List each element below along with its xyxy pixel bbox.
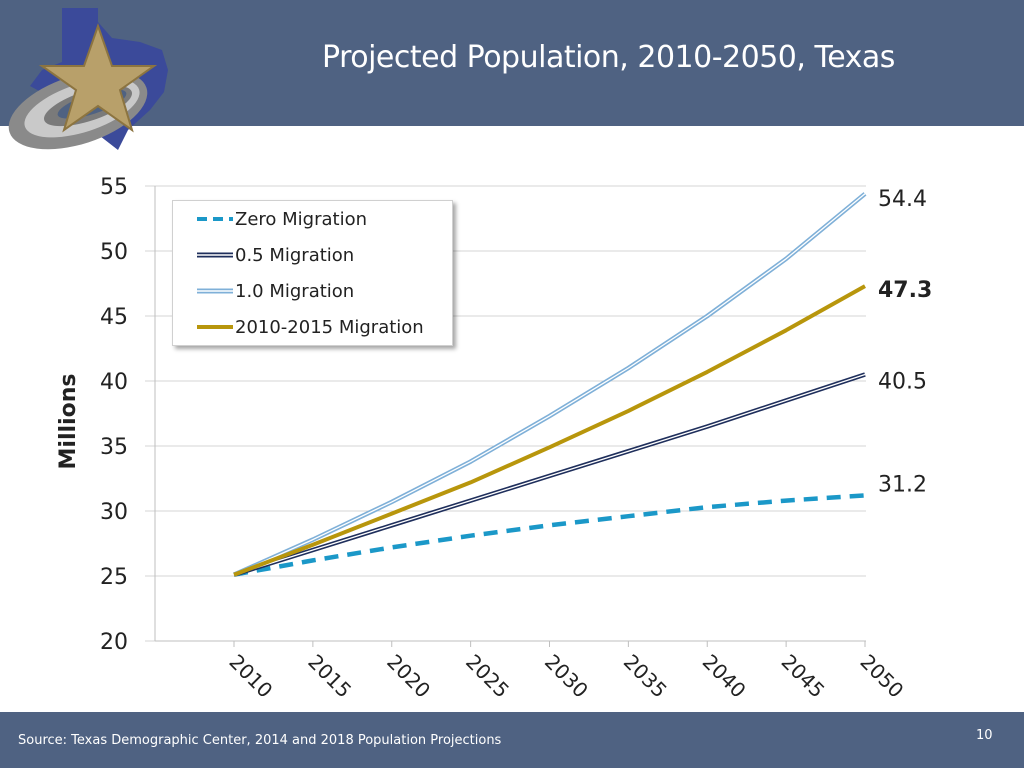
series-line-2010-2015-migration bbox=[233, 284, 866, 577]
x-tick-label: 2020 bbox=[382, 650, 435, 703]
y-tick-label: 40 bbox=[100, 370, 128, 395]
series-line-0-5-migration-inner bbox=[233, 373, 866, 576]
y-tick-label: 45 bbox=[100, 305, 128, 330]
legend-swatch-one bbox=[197, 288, 233, 294]
legend-label-zero: Zero Migration bbox=[235, 208, 368, 230]
x-tick-label: 2045 bbox=[777, 650, 830, 703]
legend-item-zero-migration: Zero Migration bbox=[195, 207, 367, 231]
chart-legend: Zero Migration 0.5 Migration 1.0 Migrati… bbox=[172, 200, 453, 346]
legend-label-one: 1.0 Migration bbox=[235, 280, 355, 302]
y-tick-label: 55 bbox=[100, 175, 128, 200]
legend-label-recent: 2010-2015 Migration bbox=[235, 316, 424, 338]
y-tick-label: 50 bbox=[100, 240, 128, 265]
legend-label-half: 0.5 Migration bbox=[235, 244, 355, 266]
series-line-zero-migration bbox=[233, 493, 866, 577]
population-chart: 20 25 30 35 40 45 50 55 2010 2015 2020 2025 2030 2035… bbox=[0, 126, 1024, 712]
y-axis-title: Millions bbox=[56, 374, 81, 470]
legend-item-half-migration: 0.5 Migration bbox=[195, 243, 354, 267]
page-number: 10 bbox=[976, 728, 993, 743]
series-line-1-0-migration-inner bbox=[233, 193, 866, 576]
legend-swatch-zero bbox=[197, 217, 233, 221]
x-tick-label: 2050 bbox=[855, 650, 908, 703]
end-value-label: 47.3 bbox=[878, 278, 932, 303]
y-tick-label: 30 bbox=[100, 500, 128, 525]
x-tick-label: 2030 bbox=[540, 650, 593, 703]
end-value-label: 40.5 bbox=[878, 370, 927, 395]
y-tick-label: 20 bbox=[100, 630, 128, 655]
source-note: Source: Texas Demographic Center, 2014 a… bbox=[18, 733, 502, 748]
x-tick-label: 2010 bbox=[224, 650, 277, 703]
footer-bar: Source: Texas Demographic Center, 2014 a… bbox=[0, 712, 1024, 768]
x-tick-label: 2015 bbox=[303, 650, 356, 703]
legend-item-one-migration: 1.0 Migration bbox=[195, 279, 354, 303]
header-bar: Projected Population, 2010-2050, Texas bbox=[0, 0, 1024, 150]
legend-item-recent-migration: 2010-2015 Migration bbox=[195, 315, 424, 339]
page-title: Projected Population, 2010-2050, Texas bbox=[322, 40, 895, 75]
y-tick-label: 25 bbox=[100, 565, 128, 590]
y-tick-label: 35 bbox=[100, 435, 128, 460]
legend-swatch-recent bbox=[197, 325, 233, 329]
end-value-label: 31.2 bbox=[878, 472, 927, 497]
x-tick-label: 2035 bbox=[619, 650, 672, 703]
texas-demographic-center-logo bbox=[8, 8, 168, 150]
x-tick-label: 2040 bbox=[698, 650, 751, 703]
x-tick-label: 2025 bbox=[461, 650, 514, 703]
legend-swatch-half bbox=[197, 252, 233, 258]
end-value-label: 54.4 bbox=[878, 187, 927, 212]
